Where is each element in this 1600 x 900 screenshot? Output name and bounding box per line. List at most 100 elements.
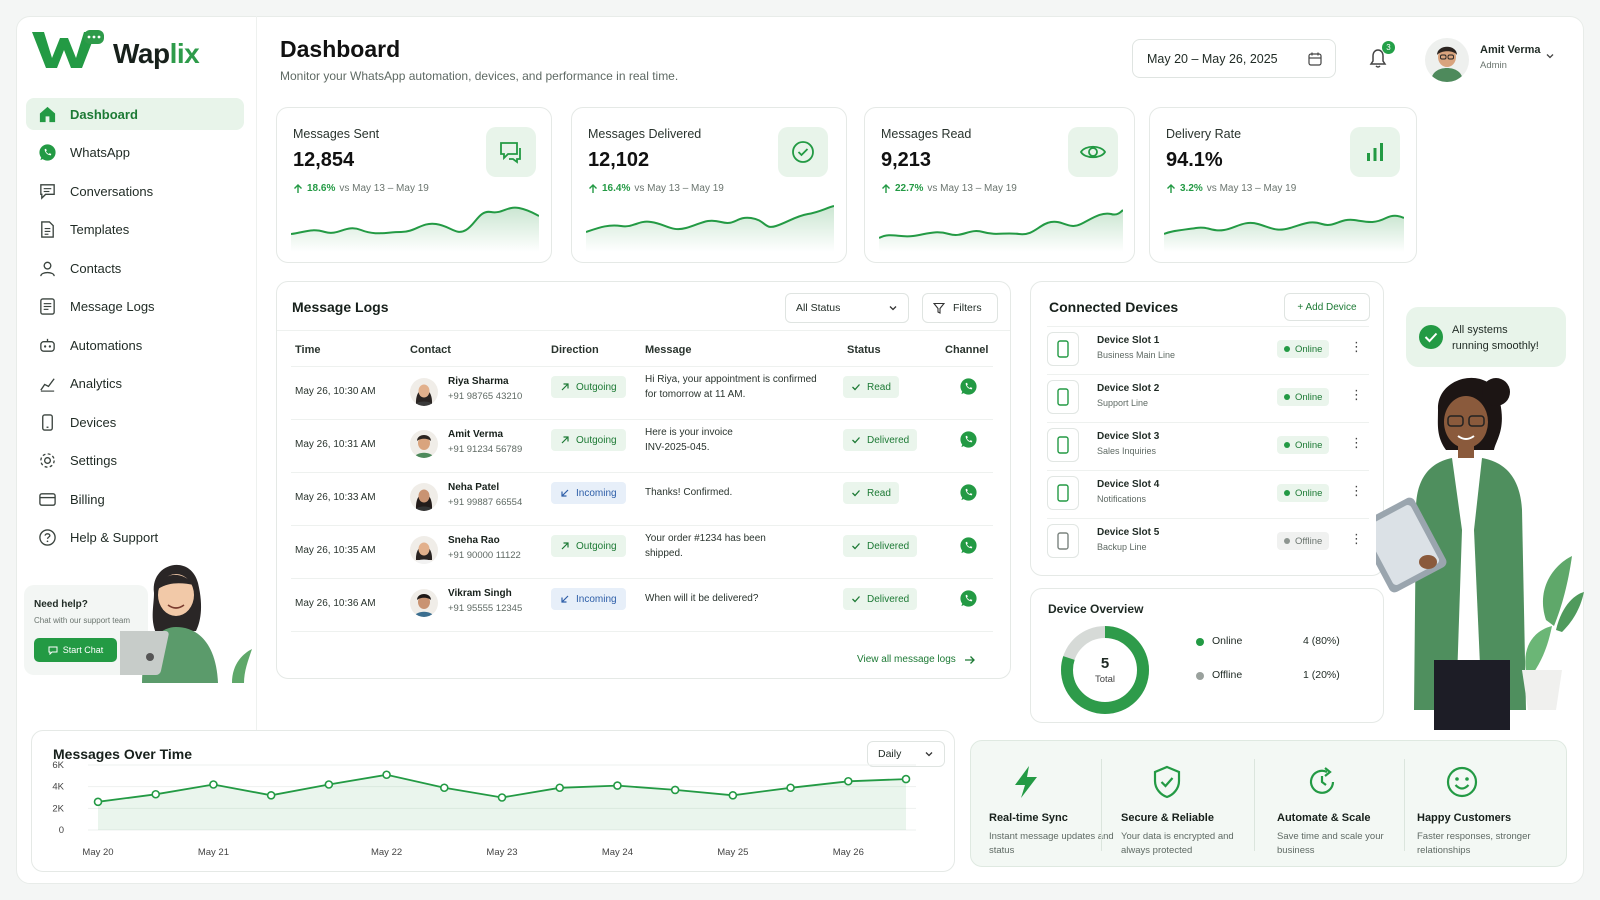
more-options-icon[interactable]: ⋮ (1350, 483, 1363, 498)
period-select[interactable]: Daily (867, 741, 945, 767)
feature-subtitle: Faster responses, stronger relationships (1417, 831, 1531, 856)
header-divider (1047, 326, 1369, 327)
chart-data-point[interactable] (151, 789, 161, 799)
sidebar-item-contacts[interactable]: Contacts (26, 252, 244, 284)
chart-data-point[interactable] (266, 791, 276, 800)
app-logo-text: Waplix (113, 38, 200, 69)
contact-avatar-image (414, 594, 434, 617)
contact-phone: +91 98765 43210 (448, 391, 523, 402)
device-row[interactable]: Device Slot 5 Backup Line Offline ⋮ (1047, 520, 1365, 560)
sidebar-item-label: Automations (70, 337, 143, 353)
chart-data-point[interactable] (670, 785, 680, 795)
sidebar-item-label: Templates (70, 222, 130, 237)
chevron-down-icon (925, 752, 933, 757)
feature-title: Automate & Scale (1277, 812, 1371, 824)
arrow-up-right-icon (561, 542, 569, 550)
sidebar-item-settings[interactable]: Settings (26, 445, 244, 477)
x-tick-label: May 22 (371, 847, 402, 858)
page-subtitle: Monitor your WhatsApp automation, device… (280, 69, 679, 83)
more-options-icon[interactable]: ⋮ (1350, 531, 1363, 546)
date-range-picker[interactable]: May 20 – May 26, 2025 (1132, 39, 1336, 78)
arrow-up-icon (882, 183, 890, 193)
view-all-logs-link[interactable]: View all message logs (857, 654, 976, 665)
messages-chart-title: Messages Over Time (53, 746, 193, 762)
row-message: Thanks! Confirmed. (645, 487, 733, 498)
avatar[interactable] (1425, 38, 1469, 82)
stat-card-messages-read: Messages Read 9,213 22.7% vs May 13 – May… (864, 107, 1135, 263)
status-filter-select[interactable]: All Status (785, 293, 909, 323)
donut-total-value: 5 (1100, 655, 1110, 672)
contact-avatar-image (414, 384, 434, 406)
x-tick-label: May 20 (82, 847, 113, 858)
sidebar-item-analytics[interactable]: Analytics (26, 368, 244, 400)
chart-data-point[interactable] (324, 780, 334, 789)
status-label: Read (867, 381, 891, 393)
row-divider (291, 525, 993, 526)
chart-data-point[interactable] (843, 776, 853, 786)
device-row[interactable]: Device Slot 4 Notifications Online ⋮ (1047, 472, 1365, 512)
device-description: Sales Inquiries (1097, 446, 1157, 456)
chart-data-point[interactable] (613, 781, 622, 790)
chart-data-point[interactable] (901, 774, 911, 784)
sidebar-item-devices[interactable]: Devices (26, 406, 244, 438)
phone-icon (1057, 436, 1069, 454)
arrow-down-left-icon (561, 595, 569, 603)
chevron-down-icon[interactable] (1545, 51, 1555, 61)
sidebar-item-help[interactable]: Help & Support (26, 522, 244, 554)
stat-card-delivery-rate: Delivery Rate 94.1% 3.2% vs May 13 – May … (1149, 107, 1417, 263)
sidebar-item-dashboard[interactable]: Dashboard (26, 98, 244, 130)
chevron-down-icon (889, 306, 897, 311)
bell-icon[interactable] (1366, 46, 1390, 70)
more-options-icon[interactable]: ⋮ (1350, 387, 1363, 402)
sidebar-item-automations[interactable]: Automations (26, 329, 244, 361)
sidebar-item-conversations[interactable]: Conversations (26, 175, 244, 207)
more-options-icon[interactable]: ⋮ (1350, 339, 1363, 354)
stat-title: Delivery Rate (1166, 127, 1242, 141)
chart-data-point[interactable] (209, 780, 218, 789)
direction-label: Outgoing (576, 540, 617, 552)
chart-data-point[interactable] (439, 783, 449, 793)
feature-divider (1404, 759, 1405, 851)
device-icon-box (1047, 332, 1079, 366)
sidebar-item-message-logs[interactable]: Message Logs (26, 291, 244, 323)
avatar (410, 378, 438, 406)
stat-delta-compare: vs May 13 – May 19 (339, 183, 429, 194)
stat-value: 12,854 (293, 149, 355, 171)
device-status-label: Offline (1295, 535, 1323, 547)
arrow-right-icon (964, 655, 975, 664)
feature-title: Happy Customers (1417, 812, 1512, 824)
stat-delta-compare: vs May 13 – May 19 (927, 183, 1017, 194)
connected-devices-title: Connected Devices (1049, 299, 1179, 315)
legend-label-online: Online (1212, 635, 1243, 647)
more-options-icon[interactable]: ⋮ (1350, 435, 1363, 450)
device-row[interactable]: Device Slot 2 Support Line Online ⋮ (1047, 376, 1365, 416)
chart-data-point[interactable] (382, 770, 391, 780)
features-strip: Real-time Sync Instant message updates a… (970, 740, 1567, 867)
device-name: Device Slot 5 (1097, 527, 1160, 538)
stat-delta: 16.4% vs May 13 – May 19 (588, 183, 724, 194)
contact-phone: +91 90000 11122 (448, 550, 521, 561)
sidebar-item-billing[interactable]: Billing (26, 483, 244, 515)
device-row[interactable]: Device Slot 1 Business Main Line Online … (1047, 328, 1365, 368)
chart-data-point[interactable] (93, 797, 103, 807)
chart-data-point[interactable] (786, 783, 795, 793)
row-message: Hi Riya, your appointment is confirmed f… (645, 374, 817, 400)
card-icon (39, 492, 56, 506)
direction-badge: Incoming (551, 482, 626, 504)
user-name: Amit Verma (1480, 44, 1541, 56)
contact-avatar-image (414, 542, 434, 564)
chart-data-point[interactable] (728, 791, 738, 800)
add-device-button[interactable]: + Add Device (1284, 293, 1370, 321)
chart-data-point[interactable] (497, 793, 507, 802)
team-member-illustration (1376, 377, 1584, 730)
chart-data-point[interactable] (555, 783, 565, 793)
feature-divider (1254, 759, 1255, 851)
status-badge: Delivered (843, 535, 918, 557)
start-chat-button[interactable]: Start Chat (34, 638, 117, 662)
status-filter-value: All Status (796, 302, 841, 314)
device-row[interactable]: Device Slot 3 Sales Inquiries Online ⋮ (1047, 424, 1365, 464)
sidebar-item-templates[interactable]: Templates (26, 214, 244, 246)
sidebar-item-whatsapp[interactable]: WhatsApp (26, 137, 244, 169)
column-header-status: Status (847, 344, 881, 356)
filters-button[interactable]: Filters (922, 293, 998, 323)
